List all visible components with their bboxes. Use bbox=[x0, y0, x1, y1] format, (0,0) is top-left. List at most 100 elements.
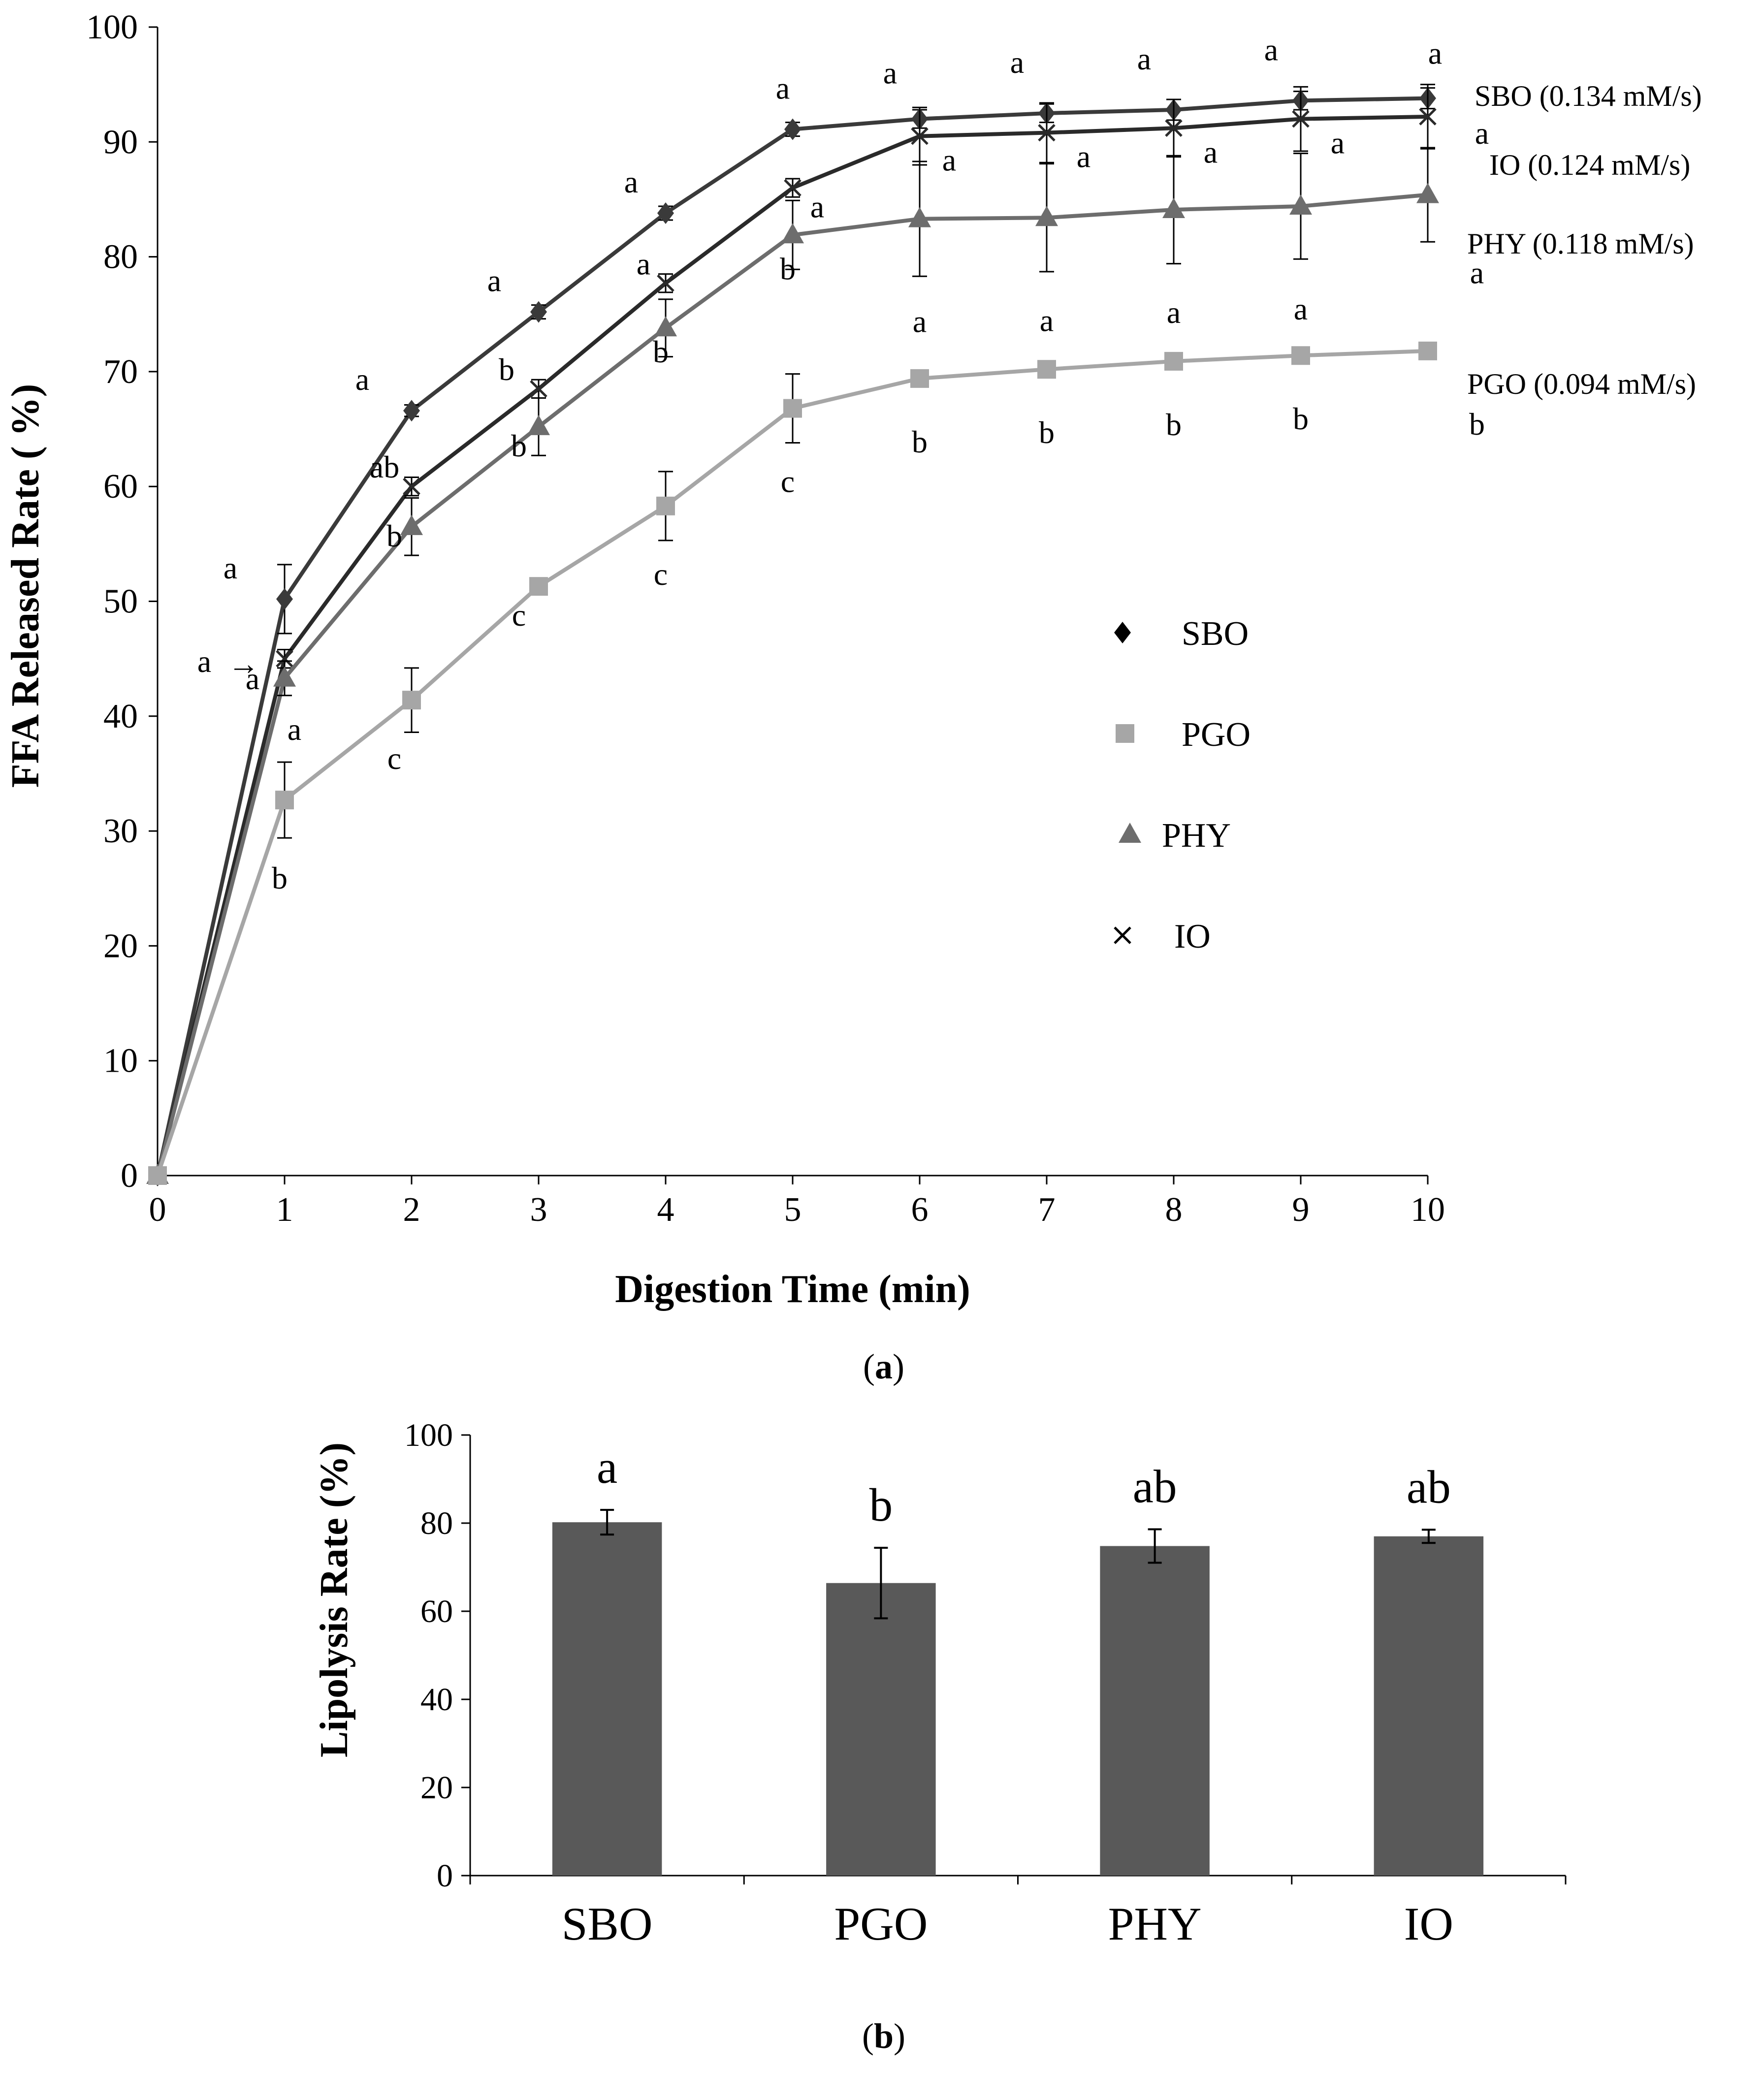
bar-group-pgo: b PGO bbox=[826, 1479, 936, 1950]
data-point bbox=[275, 791, 294, 810]
y-tick-label: 70 bbox=[103, 353, 138, 391]
bar-y-tick-label: 20 bbox=[420, 1770, 453, 1806]
x-marker-stroke bbox=[657, 274, 674, 292]
data-point bbox=[1291, 346, 1310, 365]
data-point bbox=[1165, 119, 1183, 137]
bar-y-tick-label: 80 bbox=[420, 1505, 453, 1541]
x-tick-label: 6 bbox=[911, 1191, 929, 1229]
data-point bbox=[273, 666, 296, 687]
data-point bbox=[783, 399, 802, 418]
data-point bbox=[657, 202, 674, 224]
y-tick-label: 30 bbox=[103, 812, 138, 850]
bar-significance-letter: b bbox=[869, 1479, 893, 1531]
data-point bbox=[530, 301, 547, 323]
bar-sbo bbox=[552, 1522, 662, 1876]
annotation-arrow: → bbox=[228, 646, 259, 681]
significance-letter: a bbox=[1294, 291, 1308, 326]
legend-marker bbox=[1116, 724, 1134, 743]
x-marker-stroke bbox=[1114, 926, 1131, 944]
bar-y-tick-label: 100 bbox=[404, 1417, 453, 1453]
data-point bbox=[1292, 110, 1310, 128]
bar-group-sbo: a SBO bbox=[552, 1441, 662, 1950]
legend-label: PHY bbox=[1162, 817, 1231, 855]
data-point bbox=[656, 496, 675, 515]
significance-letter: a bbox=[776, 71, 790, 106]
bar-significance-letter: ab bbox=[1133, 1461, 1177, 1513]
data-point bbox=[1416, 183, 1439, 203]
x-tick-label: 8 bbox=[1165, 1191, 1183, 1229]
data-point bbox=[276, 588, 293, 610]
significance-letter: a bbox=[487, 263, 501, 298]
data-point bbox=[654, 316, 677, 337]
significance-letter: a bbox=[1475, 116, 1489, 151]
significance-letter: a bbox=[355, 362, 369, 397]
y-tick-label: 10 bbox=[103, 1042, 138, 1080]
data-point bbox=[403, 478, 420, 495]
bar-chart-bars: a SBO b PGO ab PHY ab IO bbox=[552, 1441, 1484, 1950]
y-tick-label: 20 bbox=[103, 927, 138, 965]
legend-label: IO bbox=[1174, 918, 1211, 956]
significance-letter: a bbox=[1428, 36, 1442, 71]
data-point bbox=[1289, 194, 1312, 215]
significance-letter: a bbox=[1204, 134, 1218, 169]
significance-letter: a bbox=[1040, 303, 1054, 338]
x-tick-label: 4 bbox=[657, 1191, 674, 1229]
significance-letter: a bbox=[224, 550, 237, 585]
rate-label-io: IO (0.124 mM/s) bbox=[1489, 149, 1690, 181]
significance-letter: a bbox=[1264, 32, 1278, 67]
x-tick-label: 9 bbox=[1292, 1191, 1310, 1229]
x-marker-stroke bbox=[403, 478, 420, 495]
bar-pgo bbox=[826, 1583, 936, 1876]
significance-letter: b bbox=[653, 334, 669, 369]
bar-chart-y-axis-title: Lipolysis Rate (%) bbox=[313, 1442, 356, 1757]
x-marker-stroke bbox=[1292, 110, 1310, 128]
data-point bbox=[276, 650, 293, 668]
legend-label: SBO bbox=[1182, 615, 1249, 653]
significance-letter: c bbox=[654, 557, 668, 592]
significance-letter: c bbox=[781, 464, 795, 499]
significance-letter: a bbox=[1137, 41, 1151, 76]
data-point bbox=[784, 179, 802, 197]
significance-letter: a bbox=[1470, 255, 1484, 290]
data-point bbox=[1164, 351, 1183, 371]
bar-y-tick-label: 0 bbox=[437, 1858, 453, 1894]
line-chart-y-axis-title: FFA Released Rate ( %) bbox=[4, 384, 47, 788]
y-tick-label: 50 bbox=[103, 583, 138, 621]
data-point bbox=[1162, 197, 1185, 218]
data-point bbox=[1038, 124, 1056, 142]
significance-letter: a bbox=[624, 164, 638, 199]
y-tick-label: 0 bbox=[121, 1157, 138, 1195]
x-marker-stroke bbox=[530, 380, 547, 398]
data-point bbox=[1035, 206, 1058, 226]
data-point bbox=[1037, 360, 1056, 379]
data-point bbox=[908, 207, 931, 227]
legend-label: PGO bbox=[1182, 716, 1251, 754]
x-tick-label: 1 bbox=[276, 1191, 293, 1229]
legend-marker bbox=[1119, 823, 1141, 843]
y-tick-label: 90 bbox=[103, 123, 138, 161]
bar-category-label: PGO bbox=[834, 1898, 928, 1950]
data-point bbox=[657, 274, 674, 292]
data-point bbox=[403, 400, 420, 422]
significance-letter: a bbox=[810, 190, 824, 224]
line-chart-rate-labels: SBO (0.134 mM/s) IO (0.124 mM/s) PHY (0.11… bbox=[1467, 80, 1702, 400]
x-tick-label: 10 bbox=[1411, 1191, 1445, 1229]
significance-letter: b bbox=[386, 518, 402, 553]
legend-marker bbox=[1114, 926, 1131, 944]
data-point bbox=[527, 415, 550, 435]
annotation-letter: a bbox=[197, 644, 211, 679]
data-point bbox=[784, 118, 801, 140]
data-point bbox=[529, 577, 548, 596]
significance-letter: a bbox=[288, 712, 301, 747]
bar-io bbox=[1374, 1536, 1484, 1876]
significance-letter: b bbox=[272, 861, 288, 895]
data-point bbox=[1419, 108, 1437, 126]
data-point bbox=[910, 369, 929, 388]
significance-letter: a bbox=[246, 661, 259, 696]
significance-letter: a bbox=[942, 143, 956, 178]
bar-category-label: IO bbox=[1404, 1898, 1453, 1950]
data-point bbox=[1418, 341, 1437, 360]
data-point bbox=[911, 127, 929, 145]
bar-category-label: PHY bbox=[1108, 1898, 1202, 1950]
